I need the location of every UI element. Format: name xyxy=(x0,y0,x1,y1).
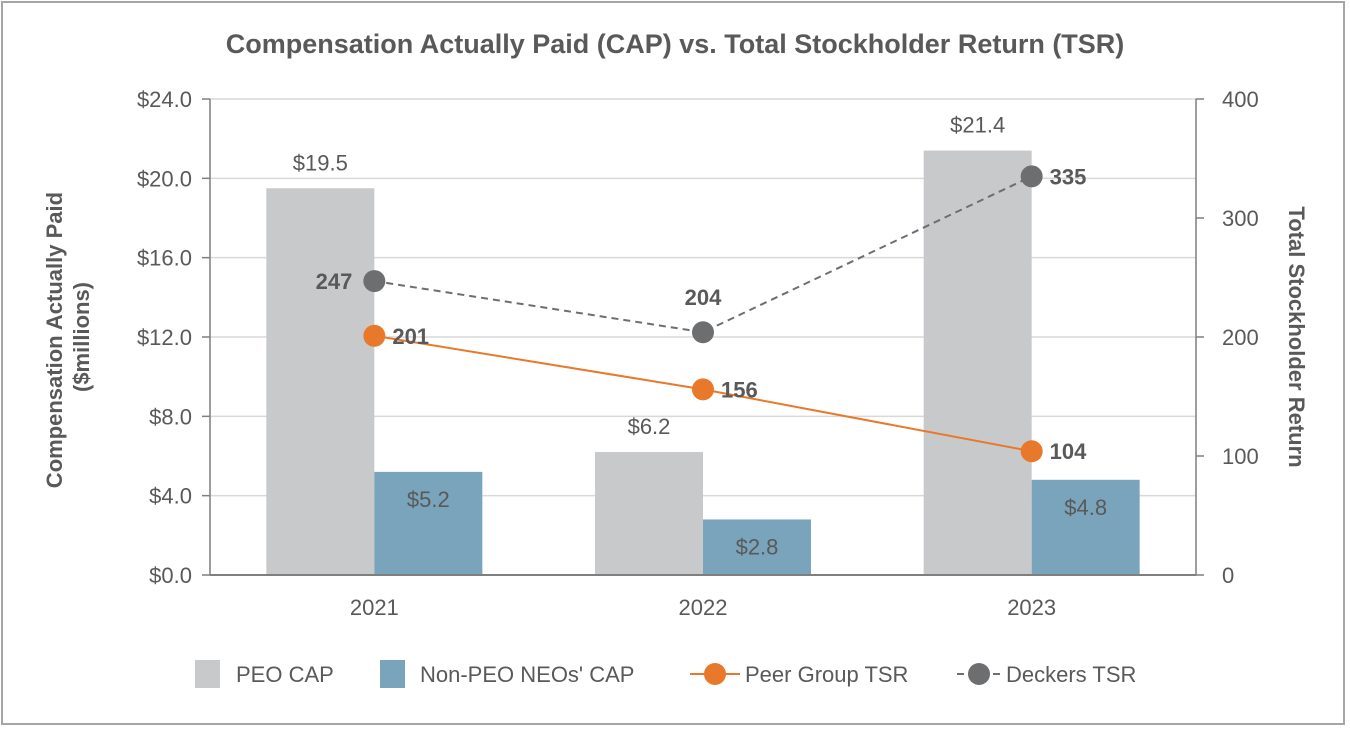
bar-peo-cap xyxy=(595,452,703,575)
y-axis-title: Compensation Actually Paid ($millions) xyxy=(42,186,94,488)
axes xyxy=(202,98,1204,576)
tick-labels: $0.0 $4.0 $8.0 $12.0 $16.0 $20.0 $24.0 0 100 200 3… xyxy=(137,87,1259,620)
bar-value-label: $4.8 xyxy=(1064,495,1107,520)
bar-non-peo-cap xyxy=(1031,479,1140,575)
deckers-tsr-label: 247 xyxy=(316,269,353,294)
y-axis-title-line1: Compensation Actually Paid xyxy=(42,192,67,488)
bars xyxy=(266,150,1140,576)
legend-label-non-peo-cap: Non-PEO NEOs' CAP xyxy=(420,662,634,687)
legend-marker-peer-group-tsr xyxy=(704,663,726,685)
deckers-tsr-label: 204 xyxy=(685,285,722,310)
deckers-tsr-point xyxy=(363,270,386,293)
y2-tick-label: 0 xyxy=(1222,563,1234,588)
y2-tick-label: 200 xyxy=(1222,325,1259,350)
legend: PEO CAP Non-PEO NEOs' CAP Peer Group TSR De… xyxy=(195,660,1136,688)
peer-group-tsr-label: 201 xyxy=(392,324,429,349)
x-tick-label: 2022 xyxy=(679,595,728,620)
peer-group-tsr-point xyxy=(363,324,386,347)
deckers-tsr-point xyxy=(692,321,714,344)
y-tick-label: $12.0 xyxy=(137,325,192,350)
peer-group-tsr-point xyxy=(692,378,714,401)
y-tick-label: $24.0 xyxy=(137,87,192,112)
deckers-tsr-label: 335 xyxy=(1050,164,1087,189)
x-tick-label: 2023 xyxy=(1007,595,1056,620)
y-axis-title-line2: ($millions) xyxy=(69,282,94,392)
data-labels: $19.5 $6.2 $21.4 $5.2 $2.8 $4.8 201 156 104 247 20… xyxy=(293,113,1107,560)
y2-tick-label: 400 xyxy=(1222,87,1259,112)
bar-value-label: $6.2 xyxy=(628,414,671,439)
y-tick-label: $4.0 xyxy=(149,484,192,509)
bar-value-label: $19.5 xyxy=(293,150,348,175)
y-tick-label: $16.0 xyxy=(137,246,192,271)
y2-tick-label: 100 xyxy=(1222,444,1259,469)
deckers-tsr-line xyxy=(374,175,1033,334)
bar-value-label: $2.8 xyxy=(736,534,779,559)
peer-group-tsr-label: 104 xyxy=(1050,439,1087,464)
y-tick-label: $0.0 xyxy=(149,563,192,588)
y-tick-label: $20.0 xyxy=(137,166,192,191)
bar-value-label: $5.2 xyxy=(407,487,450,512)
chart-title: Compensation Actually Paid (CAP) vs. Tot… xyxy=(226,29,1125,59)
deckers-tsr-point xyxy=(1020,165,1043,188)
legend-swatch-non-peo-cap xyxy=(380,660,405,688)
legend-label-peer-group-tsr: Peer Group TSR xyxy=(745,662,908,687)
bar-non-peo-cap xyxy=(703,519,811,575)
y2-axis-title: Total Stockholder Return xyxy=(1284,206,1309,467)
peer-group-tsr-label: 156 xyxy=(721,377,758,402)
legend-label-deckers-tsr: Deckers TSR xyxy=(1006,662,1136,687)
bar-value-label: $21.4 xyxy=(950,113,1005,138)
bar-peo-cap xyxy=(923,150,1032,576)
legend-swatch-peo-cap xyxy=(195,660,220,688)
tsr-lines xyxy=(363,165,1043,463)
legend-marker-deckers-tsr xyxy=(968,663,990,685)
y2-tick-label: 300 xyxy=(1222,206,1259,231)
y-tick-label: $8.0 xyxy=(149,404,192,429)
bar-non-peo-cap xyxy=(374,471,483,575)
bar-peo-cap xyxy=(266,188,375,575)
peer-group-tsr-point xyxy=(1020,440,1043,463)
legend-label-peo-cap: PEO CAP xyxy=(236,662,334,687)
x-tick-label: 2021 xyxy=(350,595,399,620)
